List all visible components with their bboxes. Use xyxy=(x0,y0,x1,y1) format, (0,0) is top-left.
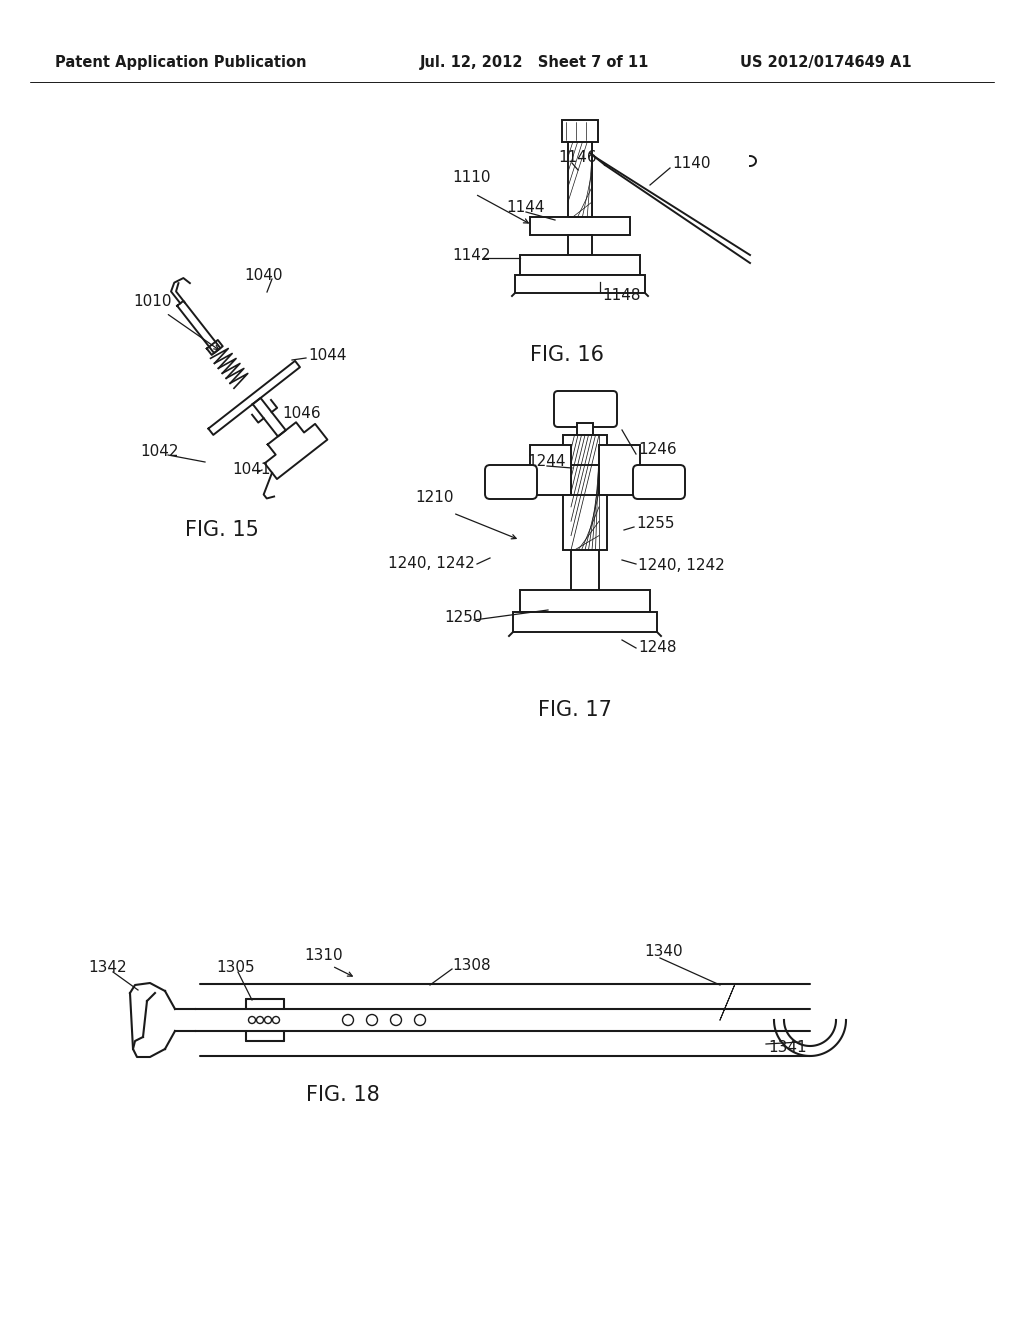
Bar xyxy=(577,422,593,436)
Text: 1041: 1041 xyxy=(232,462,270,478)
Text: 1142: 1142 xyxy=(452,248,490,263)
Text: FIG. 16: FIG. 16 xyxy=(530,345,604,366)
Text: Jul. 12, 2012   Sheet 7 of 11: Jul. 12, 2012 Sheet 7 of 11 xyxy=(420,55,649,70)
Text: 1240, 1242: 1240, 1242 xyxy=(388,556,475,570)
Bar xyxy=(568,235,592,255)
Bar xyxy=(530,216,630,235)
Text: 1210: 1210 xyxy=(415,491,454,506)
Text: 1146: 1146 xyxy=(558,150,597,165)
Text: 1255: 1255 xyxy=(636,516,675,531)
Bar xyxy=(520,255,640,275)
Bar xyxy=(563,495,607,550)
Bar xyxy=(562,120,598,143)
Bar xyxy=(515,275,645,293)
Text: Patent Application Publication: Patent Application Publication xyxy=(55,55,306,70)
Text: 1046: 1046 xyxy=(282,405,321,421)
Bar xyxy=(571,550,599,590)
Text: 1244: 1244 xyxy=(527,454,565,470)
Text: 1010: 1010 xyxy=(133,294,171,309)
Bar xyxy=(513,612,657,632)
Bar xyxy=(599,445,640,495)
Text: FIG. 17: FIG. 17 xyxy=(538,700,612,719)
Bar xyxy=(530,445,571,495)
Bar xyxy=(520,590,650,612)
Text: 1240, 1242: 1240, 1242 xyxy=(638,557,725,573)
Text: 1148: 1148 xyxy=(602,288,640,302)
Bar xyxy=(563,436,607,465)
Text: 1340: 1340 xyxy=(644,945,683,960)
FancyBboxPatch shape xyxy=(485,465,537,499)
Bar xyxy=(568,143,592,216)
Text: 1341: 1341 xyxy=(768,1040,807,1056)
Text: 1250: 1250 xyxy=(444,610,482,626)
Text: 1042: 1042 xyxy=(140,445,178,459)
Text: 1305: 1305 xyxy=(216,961,255,975)
FancyBboxPatch shape xyxy=(633,465,685,499)
FancyBboxPatch shape xyxy=(554,391,617,426)
Text: FIG. 18: FIG. 18 xyxy=(306,1085,380,1105)
Text: 1310: 1310 xyxy=(304,949,343,964)
Text: FIG. 15: FIG. 15 xyxy=(185,520,259,540)
Text: 1342: 1342 xyxy=(88,961,127,975)
Text: 1144: 1144 xyxy=(506,201,545,215)
Text: 1040: 1040 xyxy=(244,268,283,282)
Text: 1044: 1044 xyxy=(308,347,346,363)
Text: US 2012/0174649 A1: US 2012/0174649 A1 xyxy=(740,55,911,70)
Text: 1248: 1248 xyxy=(638,640,677,656)
Text: 1140: 1140 xyxy=(672,156,711,170)
Text: 1246: 1246 xyxy=(638,442,677,458)
Text: 1308: 1308 xyxy=(452,957,490,973)
Bar xyxy=(571,436,599,550)
Text: 1110: 1110 xyxy=(452,169,490,185)
